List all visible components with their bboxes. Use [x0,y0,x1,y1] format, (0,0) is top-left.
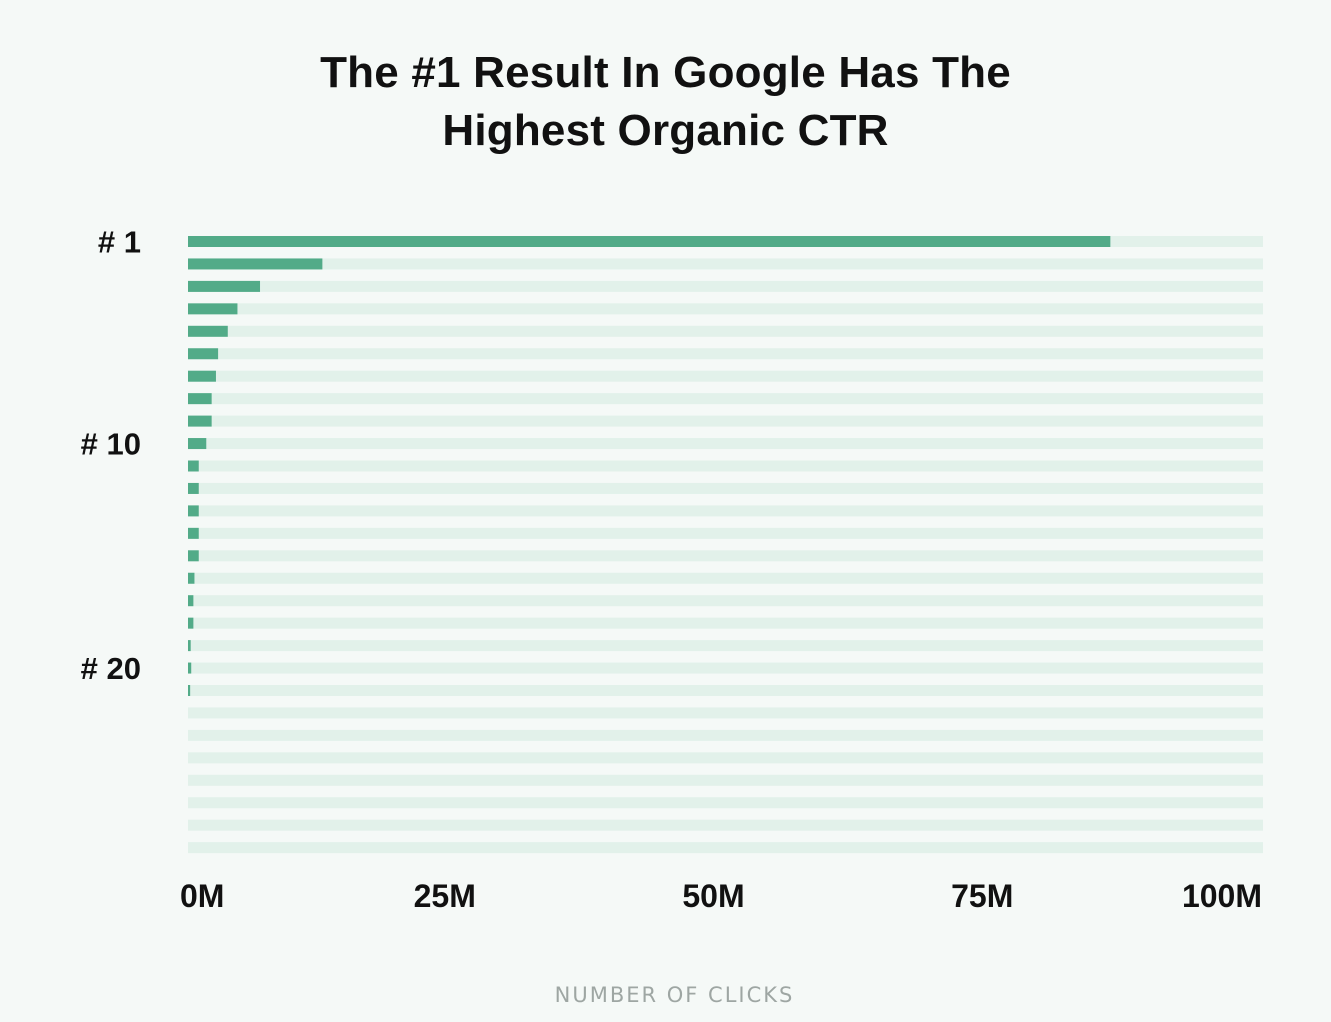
bar-track [188,393,1263,405]
bar-track [188,842,1263,854]
bar [188,527,199,539]
bar-track [188,595,1263,607]
y-axis-labels: # 1 # 10 # 20 [81,225,141,687]
bar-track [188,662,1263,674]
bar [188,348,219,360]
bar-track [188,280,1263,292]
bar-track [188,303,1263,315]
bar-track [188,774,1263,786]
bar [188,325,228,337]
bar-track [188,438,1263,450]
bar-track [188,505,1263,517]
bar-track [188,550,1263,562]
bar-track [188,482,1263,494]
bar [188,258,323,270]
bars [188,236,1111,696]
bar [188,572,195,584]
y-tick-label: # 1 [98,225,141,260]
y-tick-label: # 10 [81,427,141,462]
bar-track [188,685,1263,696]
bar-track [188,348,1263,360]
bar [188,460,199,472]
bar-track [188,640,1263,652]
bar-track [188,527,1263,539]
bar [188,280,261,292]
bar [188,415,212,427]
x-tick-label: 100M [1182,878,1262,914]
x-axis-title: NUMBER OF CLICKS [554,983,795,1007]
bar-track [188,460,1263,472]
bar-track [188,370,1263,382]
bar [188,505,199,517]
bar [188,393,212,405]
bar [188,303,238,315]
bar [188,640,191,652]
bar-track [188,325,1263,337]
bar-track [188,617,1263,629]
bar [188,662,192,674]
bar-tracks [188,236,1263,854]
x-tick-label: 25M [414,878,476,914]
bar-track [188,752,1263,764]
bar [188,550,199,562]
bar-track [188,797,1263,809]
x-tick-label: 50M [682,878,744,914]
bar-track [188,258,1263,270]
bar-track [188,572,1263,584]
chart-title-line-2: Highest Organic CTR [442,106,889,155]
bar-track [188,707,1263,719]
chart-title-line-1: The #1 Result In Google Has The [320,48,1011,97]
bar [188,236,1111,247]
x-tick-label: 75M [951,878,1013,914]
chart-title: The #1 Result In Google Has The Highest … [0,44,1331,160]
bar-track [188,819,1263,831]
bar [188,438,207,450]
x-axis-tick-labels: 0M 25M 50M 75M 100M [180,878,1262,914]
bar [188,370,216,382]
bar [188,595,194,607]
bar [188,685,191,696]
bar [188,482,199,494]
bar-track [188,415,1263,427]
bar [188,617,194,629]
x-tick-label: 0M [180,878,224,914]
y-tick-label: # 20 [81,651,141,686]
bar-track [188,729,1263,741]
